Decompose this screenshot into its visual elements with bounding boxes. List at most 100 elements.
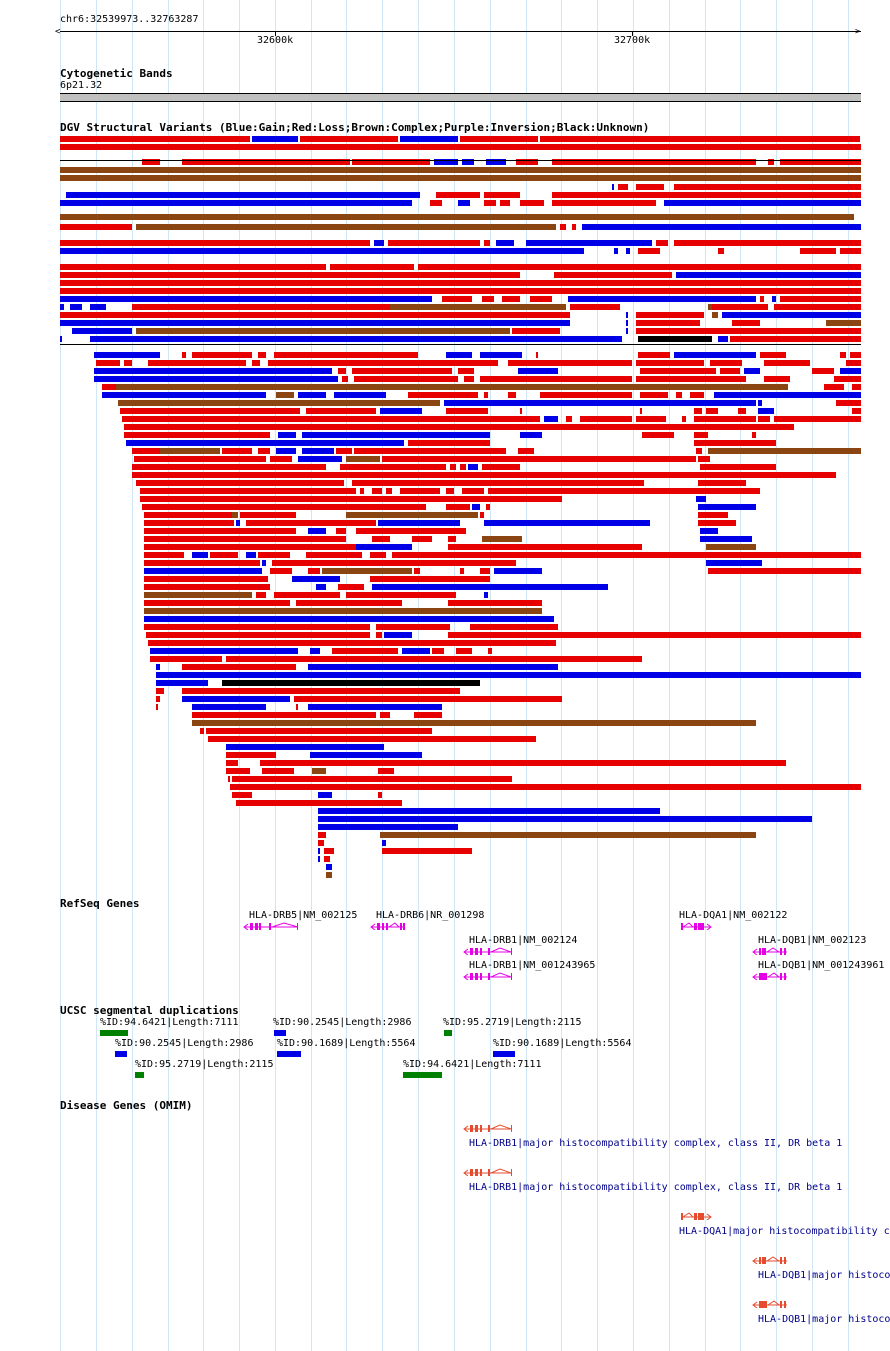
segdup-bar[interactable] bbox=[444, 1030, 452, 1036]
dgv-variant-bar[interactable] bbox=[712, 304, 768, 310]
dgv-variant-bar[interactable] bbox=[390, 304, 566, 310]
dgv-variant-bar[interactable] bbox=[144, 552, 184, 558]
dgv-variant-bar[interactable] bbox=[60, 312, 570, 318]
dgv-variant-bar[interactable] bbox=[228, 776, 230, 782]
dgv-variant-bar[interactable] bbox=[332, 648, 398, 654]
dgv-variant-bar[interactable] bbox=[142, 159, 160, 165]
dgv-variant-bar[interactable] bbox=[156, 696, 160, 702]
dgv-variant-bar[interactable] bbox=[382, 848, 472, 854]
dgv-variant-bar[interactable] bbox=[640, 392, 668, 398]
dgv-variant-bar[interactable] bbox=[276, 448, 296, 454]
dgv-variant-bar[interactable] bbox=[850, 352, 861, 358]
dgv-variant-bar[interactable] bbox=[156, 680, 208, 686]
dgv-variant-bar[interactable] bbox=[540, 136, 860, 142]
dgv-variant-bar[interactable] bbox=[260, 760, 786, 766]
omim-label-dqb1-b[interactable]: HLA-DQB1|major histoco bbox=[758, 1314, 890, 1325]
dgv-variant-bar[interactable] bbox=[318, 848, 320, 854]
dgv-variant-bar[interactable] bbox=[336, 528, 346, 534]
dgv-variant-bar[interactable] bbox=[360, 488, 364, 494]
dgv-variant-bar[interactable] bbox=[262, 560, 266, 566]
dgv-variant-bar[interactable] bbox=[226, 768, 250, 774]
dgv-variant-bar[interactable] bbox=[270, 456, 292, 462]
dgv-variant-bar[interactable] bbox=[324, 848, 334, 854]
dgv-variant-bar[interactable] bbox=[326, 872, 332, 878]
dgv-variant-bar[interactable] bbox=[150, 656, 222, 662]
omim-glyph-drb1-b[interactable] bbox=[462, 1168, 514, 1176]
omim-label-drb1-b[interactable]: HLA-DRB1|major histocompatibility comple… bbox=[469, 1182, 843, 1193]
dgv-variant-bar[interactable] bbox=[642, 432, 674, 438]
dgv-variant-bar[interactable] bbox=[136, 328, 510, 334]
dgv-variant-bar[interactable] bbox=[698, 504, 756, 510]
dgv-variant-bar[interactable] bbox=[656, 240, 668, 246]
dgv-variant-bar[interactable] bbox=[480, 512, 484, 518]
omim-glyph-dqb1-a[interactable] bbox=[751, 1256, 789, 1264]
dgv-variant-bar[interactable] bbox=[318, 808, 660, 814]
gene-glyph-drb1-b[interactable] bbox=[462, 972, 514, 980]
dgv-variant-bar[interactable] bbox=[120, 408, 300, 414]
dgv-variant-bar[interactable] bbox=[222, 680, 480, 686]
dgv-variant-bar[interactable] bbox=[482, 464, 520, 470]
dgv-variant-bar[interactable] bbox=[400, 136, 458, 142]
dgv-variant-bar[interactable] bbox=[148, 640, 556, 646]
dgv-variant-bar[interactable] bbox=[308, 704, 442, 710]
dgv-variant-bar[interactable] bbox=[552, 192, 861, 198]
dgv-variant-bar[interactable] bbox=[192, 704, 266, 710]
dgv-variant-bar[interactable] bbox=[226, 760, 238, 766]
dgv-variant-bar[interactable] bbox=[252, 136, 298, 142]
dgv-variant-bar[interactable] bbox=[352, 159, 430, 165]
dgv-variant-bar[interactable] bbox=[192, 720, 756, 726]
dgv-variant-bar[interactable] bbox=[322, 568, 412, 574]
dgv-variant-bar[interactable] bbox=[812, 368, 834, 374]
dgv-variant-bar[interactable] bbox=[354, 448, 506, 454]
dgv-variant-bar[interactable] bbox=[554, 272, 672, 278]
dgv-variant-bar[interactable] bbox=[342, 376, 348, 382]
dgv-variant-bar[interactable] bbox=[484, 592, 488, 598]
dgv-variant-bar[interactable] bbox=[484, 520, 650, 526]
dgv-variant-bar[interactable] bbox=[306, 408, 376, 414]
dgv-variant-bar[interactable] bbox=[638, 336, 712, 342]
dgv-variant-bar[interactable] bbox=[764, 376, 790, 382]
dgv-variant-bar[interactable] bbox=[418, 264, 861, 270]
omim-label-dqa1[interactable]: HLA-DQA1|major histocompatibility c bbox=[679, 1226, 890, 1237]
dgv-variant-bar[interactable] bbox=[434, 159, 458, 165]
dgv-variant-bar[interactable] bbox=[318, 840, 324, 846]
dgv-variant-bar[interactable] bbox=[636, 360, 704, 366]
dgv-variant-bar[interactable] bbox=[370, 576, 490, 582]
dgv-variant-bar[interactable] bbox=[518, 448, 534, 454]
dgv-variant-bar[interactable] bbox=[384, 632, 412, 638]
dgv-variant-bar[interactable] bbox=[122, 416, 540, 422]
dgv-variant-bar[interactable] bbox=[144, 616, 554, 622]
dgv-variant-bar[interactable] bbox=[518, 368, 558, 374]
dgv-variant-bar[interactable] bbox=[698, 480, 746, 486]
dgv-variant-bar[interactable] bbox=[706, 560, 762, 566]
dgv-variant-bar[interactable] bbox=[258, 448, 270, 454]
dgv-variant-bar[interactable] bbox=[60, 248, 584, 254]
dgv-variant-bar[interactable] bbox=[568, 296, 756, 302]
dgv-variant-bar[interactable] bbox=[446, 352, 472, 358]
segdup-bar[interactable] bbox=[135, 1072, 144, 1078]
dgv-variant-bar[interactable] bbox=[144, 608, 542, 614]
dgv-variant-bar[interactable] bbox=[484, 200, 496, 206]
dgv-variant-bar[interactable] bbox=[312, 768, 326, 774]
dgv-variant-bar[interactable] bbox=[516, 159, 538, 165]
dgv-variant-bar[interactable] bbox=[502, 296, 520, 302]
dgv-variant-bar[interactable] bbox=[626, 312, 628, 318]
dgv-variant-bar[interactable] bbox=[66, 192, 420, 198]
segdup-label[interactable]: %ID:90.2545|Length:2986 bbox=[273, 1017, 412, 1028]
dgv-variant-bar[interactable] bbox=[436, 192, 480, 198]
dgv-variant-bar[interactable] bbox=[488, 648, 492, 654]
dgv-variant-bar[interactable] bbox=[160, 448, 220, 454]
dgv-variant-bar[interactable] bbox=[544, 416, 558, 422]
dgv-variant-bar[interactable] bbox=[698, 520, 736, 526]
dgv-variant-bar[interactable] bbox=[460, 136, 538, 142]
dgv-variant-bar[interactable] bbox=[302, 448, 334, 454]
dgv-variant-bar[interactable] bbox=[484, 240, 490, 246]
dgv-variant-bar[interactable] bbox=[380, 712, 390, 718]
dgv-variant-bar[interactable] bbox=[710, 360, 742, 366]
dgv-variant-bar[interactable] bbox=[60, 288, 861, 294]
dgv-variant-bar[interactable] bbox=[232, 776, 512, 782]
dgv-variant-bar[interactable] bbox=[156, 664, 160, 670]
segdup-bar[interactable] bbox=[277, 1051, 301, 1057]
dgv-variant-bar[interactable] bbox=[60, 264, 326, 270]
dgv-variant-bar[interactable] bbox=[372, 584, 608, 590]
